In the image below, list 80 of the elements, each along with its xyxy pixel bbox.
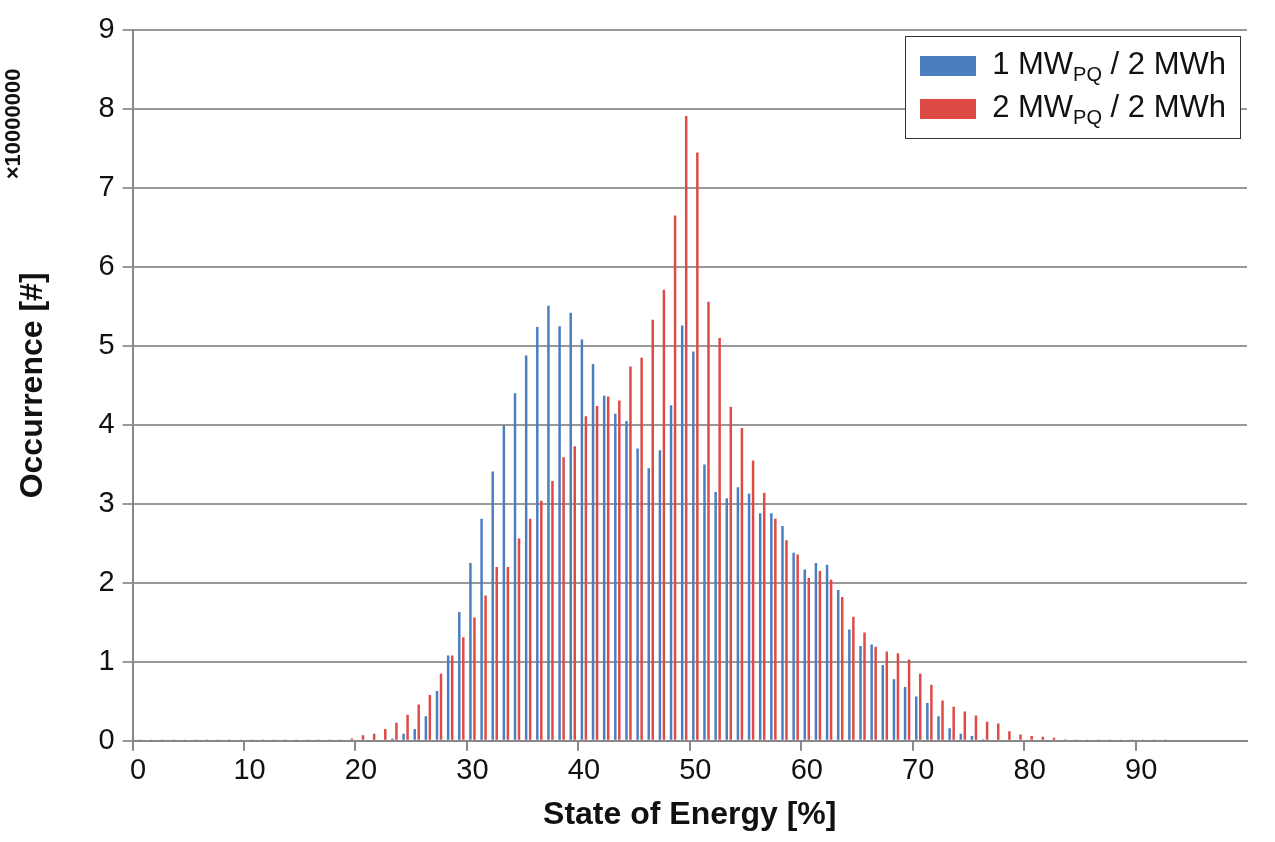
y-tick-label: 5 bbox=[98, 327, 115, 360]
y-tick-label: 1 bbox=[98, 643, 115, 676]
y-tick-label: 3 bbox=[98, 485, 115, 518]
bar bbox=[707, 301, 710, 740]
bar bbox=[473, 617, 476, 740]
x-tick-label: 20 bbox=[344, 753, 378, 786]
bar bbox=[480, 518, 483, 740]
bar bbox=[703, 464, 706, 740]
bar bbox=[718, 338, 721, 740]
x-tick-label: 70 bbox=[902, 753, 935, 786]
bar bbox=[395, 722, 398, 740]
bar bbox=[547, 305, 550, 740]
bar bbox=[863, 632, 866, 740]
legend-label: 2 MW$_{PQ}$ / 2 MWh bbox=[992, 89, 1226, 130]
bar bbox=[361, 735, 365, 740]
bar bbox=[774, 518, 777, 740]
bar bbox=[1030, 736, 1033, 740]
x-tick-label: 80 bbox=[1013, 753, 1046, 786]
y-tick-label: 0 bbox=[98, 722, 115, 755]
bar bbox=[551, 480, 554, 740]
bar bbox=[926, 702, 929, 740]
bar bbox=[1019, 734, 1022, 740]
y-axis-title: Occurrence [#] bbox=[13, 272, 50, 499]
bar bbox=[640, 357, 643, 740]
bar bbox=[941, 700, 944, 740]
legend-label: 1 MW$_{PQ}$ / 2 MWh bbox=[992, 46, 1226, 87]
bar bbox=[952, 706, 955, 740]
bar bbox=[536, 326, 539, 740]
bar bbox=[558, 326, 561, 740]
bar bbox=[796, 554, 799, 740]
y-tick-label: 9 bbox=[98, 12, 115, 44]
bar bbox=[540, 500, 543, 740]
bar bbox=[469, 563, 472, 740]
x-tick-label: 50 bbox=[679, 753, 712, 786]
bar bbox=[484, 595, 487, 740]
y-tick-label: 6 bbox=[98, 248, 115, 281]
bar bbox=[859, 646, 862, 740]
bar bbox=[770, 513, 773, 740]
bar bbox=[462, 637, 465, 740]
bar bbox=[781, 525, 784, 740]
bar bbox=[562, 457, 565, 740]
bar bbox=[614, 413, 617, 740]
bar bbox=[495, 567, 498, 740]
bar bbox=[714, 492, 717, 740]
bar bbox=[848, 629, 851, 740]
bar bbox=[937, 716, 940, 740]
x-tick-label: 60 bbox=[790, 753, 823, 786]
x-tick-label: 90 bbox=[1124, 753, 1158, 786]
bar bbox=[874, 646, 877, 740]
text: ×10000000 bbox=[0, 68, 26, 180]
bar bbox=[384, 728, 387, 740]
y-tick-label: 2 bbox=[98, 564, 115, 597]
y-tick-label: 8 bbox=[98, 90, 115, 123]
bar bbox=[406, 714, 409, 740]
bar bbox=[636, 448, 639, 740]
bar bbox=[785, 540, 788, 740]
y-tick-label: 7 bbox=[98, 169, 115, 202]
bar bbox=[491, 471, 494, 740]
bar bbox=[413, 728, 416, 740]
bar bbox=[402, 733, 405, 740]
bar bbox=[930, 684, 933, 740]
x-tick-label: 30 bbox=[456, 753, 489, 786]
x-tick-label: 0 bbox=[130, 753, 147, 786]
bar bbox=[458, 612, 461, 740]
bar bbox=[792, 552, 795, 740]
bar bbox=[948, 728, 951, 740]
bar bbox=[1008, 731, 1011, 740]
bar bbox=[417, 704, 420, 740]
bar bbox=[625, 420, 628, 740]
bar bbox=[618, 400, 621, 740]
bar bbox=[852, 616, 855, 740]
bar bbox=[629, 366, 632, 740]
x-tick-label: 10 bbox=[233, 753, 266, 786]
bar bbox=[870, 644, 873, 740]
bar bbox=[696, 152, 699, 740]
bar bbox=[692, 351, 695, 740]
x-axis-title: State of Energy [%] bbox=[543, 794, 837, 831]
bar bbox=[569, 312, 572, 740]
y-tick-label: 4 bbox=[98, 406, 115, 439]
x-tick-label: 40 bbox=[567, 753, 601, 786]
